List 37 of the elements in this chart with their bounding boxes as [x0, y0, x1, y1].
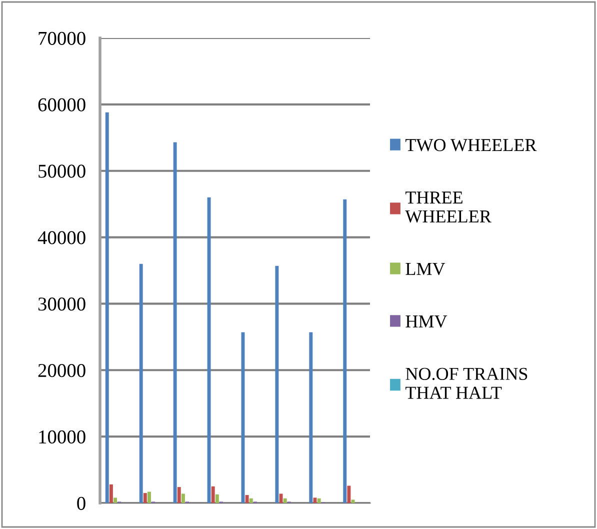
bar: [177, 487, 181, 503]
bar: [317, 498, 321, 503]
bar: [105, 112, 109, 503]
bar: [351, 500, 355, 503]
y-tick-label: 0: [77, 496, 86, 510]
bar: [283, 498, 287, 503]
bar: [148, 492, 151, 503]
y-tick-label: 60000: [38, 98, 86, 112]
legend-label: THREE WHEELER: [405, 192, 492, 223]
bar: [215, 494, 219, 503]
bar: [143, 493, 147, 503]
bar: [313, 498, 317, 503]
y-tick-label: 10000: [39, 430, 86, 444]
y-tick-label: 50000: [38, 164, 86, 178]
bar: [207, 197, 211, 503]
bar: [347, 486, 351, 503]
bar: [181, 494, 185, 503]
bar: [245, 495, 249, 503]
bar: [275, 266, 279, 503]
legend-label: HMV: [406, 316, 448, 328]
bar: [241, 332, 245, 503]
y-tick-label: 70000: [38, 32, 86, 45]
y-tick-label: 20000: [38, 364, 86, 378]
y-tick-label: 40000: [38, 231, 86, 244]
bar: [173, 142, 177, 503]
bar: [109, 484, 113, 503]
bar: [249, 498, 253, 503]
bar: [279, 494, 283, 503]
bar: [211, 486, 215, 503]
bar: [114, 498, 118, 503]
bar: [309, 332, 313, 503]
bar: [139, 264, 143, 503]
legend-label: TWO WHEELER: [405, 139, 537, 152]
bar: [343, 199, 347, 503]
legend-label: LMV: [406, 263, 446, 276]
y-tick-label: 30000: [38, 298, 86, 311]
legend-label: NO.OF TRAINS THAT HALT: [405, 368, 528, 399]
